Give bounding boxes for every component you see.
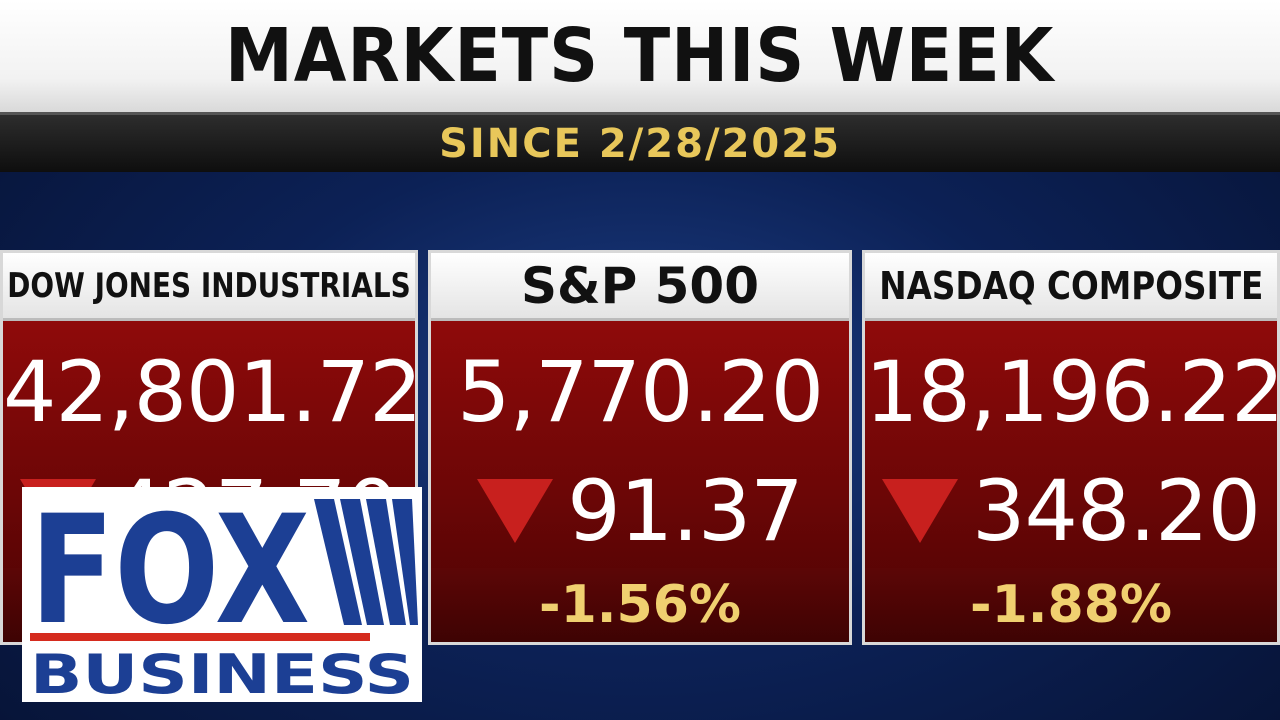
logo-business-text: BUSINESS <box>30 643 414 702</box>
sp500-percent-band: -1.56% <box>431 568 849 642</box>
sp500-change: 91.37 <box>567 462 803 560</box>
nasdaq-percent-band: -1.88% <box>865 568 1277 642</box>
down-arrow-icon <box>882 479 959 543</box>
dow-value: 42,801.72 <box>3 343 418 441</box>
nasdaq-change-row: 348.20 <box>865 461 1277 561</box>
sp500-change-row: 91.37 <box>431 461 849 561</box>
page-subtitle: SINCE 2/28/2025 <box>439 120 841 167</box>
logo-beam <box>314 499 362 625</box>
sp500-panel-body: 5,770.20 91.37 -1.56% <box>431 321 849 642</box>
logo-beam <box>340 499 384 625</box>
title-bar: MARKETS THIS WEEK <box>0 0 1280 112</box>
nasdaq-percent: -1.88% <box>970 575 1172 635</box>
nasdaq-panel-body: 18,196.22 348.20 -1.88% <box>865 321 1277 642</box>
page-title: MARKETS THIS WEEK <box>225 13 1055 99</box>
nasdaq-name: NASDAQ COMPOSITE <box>878 263 1264 308</box>
fox-business-logo-mark: FOX BUSINESS <box>30 484 418 706</box>
logo-beam <box>392 499 418 625</box>
sp500-percent: -1.56% <box>539 575 741 635</box>
dow-name: DOW JONES INDUSTRIALS <box>7 265 411 306</box>
fox-business-logo: FOX BUSINESS <box>22 484 422 706</box>
sp500-value: 5,770.20 <box>456 343 824 441</box>
nasdaq-panel-header: NASDAQ COMPOSITE <box>865 253 1277 321</box>
logo-beam <box>366 499 406 625</box>
logo-fox-text: FOX <box>30 487 310 658</box>
logo-red-stripe <box>30 633 370 641</box>
sp500-panel: S&P 500 5,770.20 91.37 -1.56% <box>428 250 852 645</box>
nasdaq-panel: NASDAQ COMPOSITE 18,196.22 348.20 -1.88% <box>862 250 1280 645</box>
nasdaq-change: 348.20 <box>972 462 1261 560</box>
sp500-panel-header: S&P 500 <box>431 253 849 321</box>
nasdaq-value: 18,196.22 <box>865 343 1280 441</box>
sp500-name: S&P 500 <box>520 256 760 315</box>
down-arrow-icon <box>477 479 554 543</box>
subtitle-bar: SINCE 2/28/2025 <box>0 112 1280 172</box>
dow-panel-header: DOW JONES INDUSTRIALS <box>3 253 415 321</box>
